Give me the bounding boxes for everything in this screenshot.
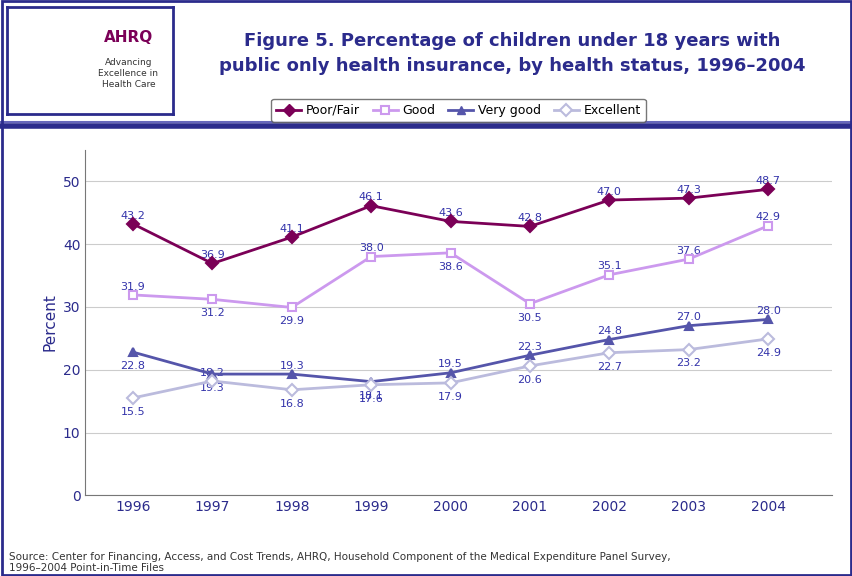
Excellent [207,377,217,384]
Text: Source: Center for Financing, Access, and Cost Trends, AHRQ, Household Component: Source: Center for Financing, Access, an… [9,552,670,573]
Excellent [763,335,773,342]
Text: 43.6: 43.6 [438,208,463,218]
Text: 38.6: 38.6 [438,262,463,272]
Text: 36.9: 36.9 [199,250,224,260]
Text: 35.1: 35.1 [596,262,621,271]
Poor/Fair [682,195,693,202]
Very good [128,348,138,355]
Very good [603,336,613,343]
Text: 18.2: 18.2 [199,367,225,378]
Line: Very good: Very good [129,315,771,386]
Excellent [603,349,613,356]
Text: 28.0: 28.0 [755,306,780,316]
Good [763,222,773,229]
Excellent [682,346,693,353]
Excellent [524,362,534,369]
Text: 42.8: 42.8 [517,213,542,223]
Text: Figure 5. Percentage of children under 18 years with
public only health insuranc: Figure 5. Percentage of children under 1… [218,32,804,75]
Text: 22.3: 22.3 [517,342,542,352]
Text: 19.5: 19.5 [438,359,463,369]
Text: 19.3: 19.3 [199,383,224,393]
Good [603,271,613,278]
Very good [682,322,693,329]
Text: 15.5: 15.5 [120,407,145,417]
Poor/Fair [763,186,773,193]
Text: 42.9: 42.9 [755,213,780,222]
Excellent [286,386,296,393]
Text: 29.9: 29.9 [279,316,304,327]
Legend: Poor/Fair, Good, Very good, Excellent: Poor/Fair, Good, Very good, Excellent [271,99,645,122]
Good [524,300,534,307]
Very good [763,316,773,323]
Poor/Fair [207,260,217,267]
Poor/Fair [524,223,534,230]
Text: 38.0: 38.0 [359,243,383,253]
Text: 27.0: 27.0 [676,312,700,323]
Text: 17.9: 17.9 [438,392,463,402]
Text: 20.6: 20.6 [517,375,542,385]
Line: Poor/Fair: Poor/Fair [129,185,771,268]
Text: AHRQ: AHRQ [104,30,153,45]
Poor/Fair [366,202,376,209]
Text: 37.6: 37.6 [676,246,700,256]
Poor/Fair [603,196,613,203]
Very good [524,352,534,359]
Text: 18.1: 18.1 [359,391,383,400]
Text: 30.5: 30.5 [517,313,542,323]
Text: 48.7: 48.7 [755,176,780,186]
Text: 46.1: 46.1 [359,192,383,202]
Good [128,291,138,298]
Text: 31.9: 31.9 [120,282,145,291]
Text: 47.0: 47.0 [596,187,621,196]
Very good [207,370,217,377]
Poor/Fair [286,234,296,241]
Good [445,249,455,256]
Text: 47.3: 47.3 [676,185,700,195]
Text: 16.8: 16.8 [279,399,304,409]
Good [682,256,693,263]
Text: 22.8: 22.8 [120,361,146,371]
Excellent [445,380,455,386]
Text: 22.7: 22.7 [596,362,621,372]
Good [286,304,296,311]
Good [207,296,217,303]
Line: Excellent: Excellent [129,335,771,402]
Text: 23.2: 23.2 [676,358,700,369]
Excellent [366,381,376,388]
Very good [286,370,296,377]
Text: 🦅: 🦅 [37,49,53,73]
Poor/Fair [445,218,455,225]
Text: 43.2: 43.2 [120,211,145,221]
Text: 24.8: 24.8 [596,326,621,336]
Text: 41.1: 41.1 [279,223,304,234]
Text: 31.2: 31.2 [199,308,224,318]
Line: Good: Good [129,222,771,312]
Poor/Fair [128,221,138,228]
Text: 19.3: 19.3 [279,361,304,371]
Excellent [128,395,138,401]
Text: Advancing
Excellence in
Health Care: Advancing Excellence in Health Care [98,58,158,89]
Very good [445,369,455,376]
Text: 17.6: 17.6 [359,393,383,404]
Y-axis label: Percent: Percent [43,294,57,351]
Good [366,253,376,260]
Text: 24.9: 24.9 [755,348,780,358]
Very good [366,378,376,385]
